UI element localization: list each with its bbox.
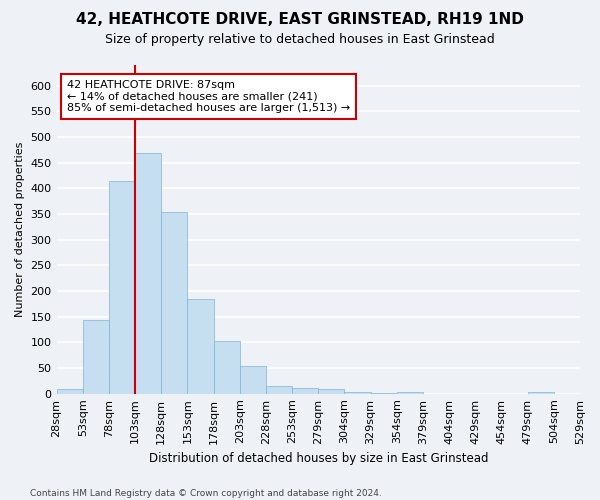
Bar — [318, 389, 344, 394]
Y-axis label: Number of detached properties: Number of detached properties — [15, 142, 25, 317]
Bar — [344, 392, 371, 394]
Bar — [109, 180, 135, 394]
Bar — [83, 320, 109, 394]
Bar — [135, 154, 161, 394]
Bar — [187, 299, 214, 394]
Bar — [56, 388, 83, 394]
Bar — [371, 392, 397, 394]
Text: Size of property relative to detached houses in East Grinstead: Size of property relative to detached ho… — [105, 32, 495, 46]
X-axis label: Distribution of detached houses by size in East Grinstead: Distribution of detached houses by size … — [149, 452, 488, 465]
Bar — [527, 392, 554, 394]
Text: 42 HEATHCOTE DRIVE: 87sqm
← 14% of detached houses are smaller (241)
85% of semi: 42 HEATHCOTE DRIVE: 87sqm ← 14% of detac… — [67, 80, 350, 113]
Bar — [292, 388, 318, 394]
Bar — [240, 366, 266, 394]
Bar — [397, 392, 423, 394]
Bar — [266, 386, 292, 394]
Bar — [161, 212, 187, 394]
Bar — [214, 342, 240, 394]
Text: 42, HEATHCOTE DRIVE, EAST GRINSTEAD, RH19 1ND: 42, HEATHCOTE DRIVE, EAST GRINSTEAD, RH1… — [76, 12, 524, 28]
Text: Contains HM Land Registry data © Crown copyright and database right 2024.: Contains HM Land Registry data © Crown c… — [30, 488, 382, 498]
